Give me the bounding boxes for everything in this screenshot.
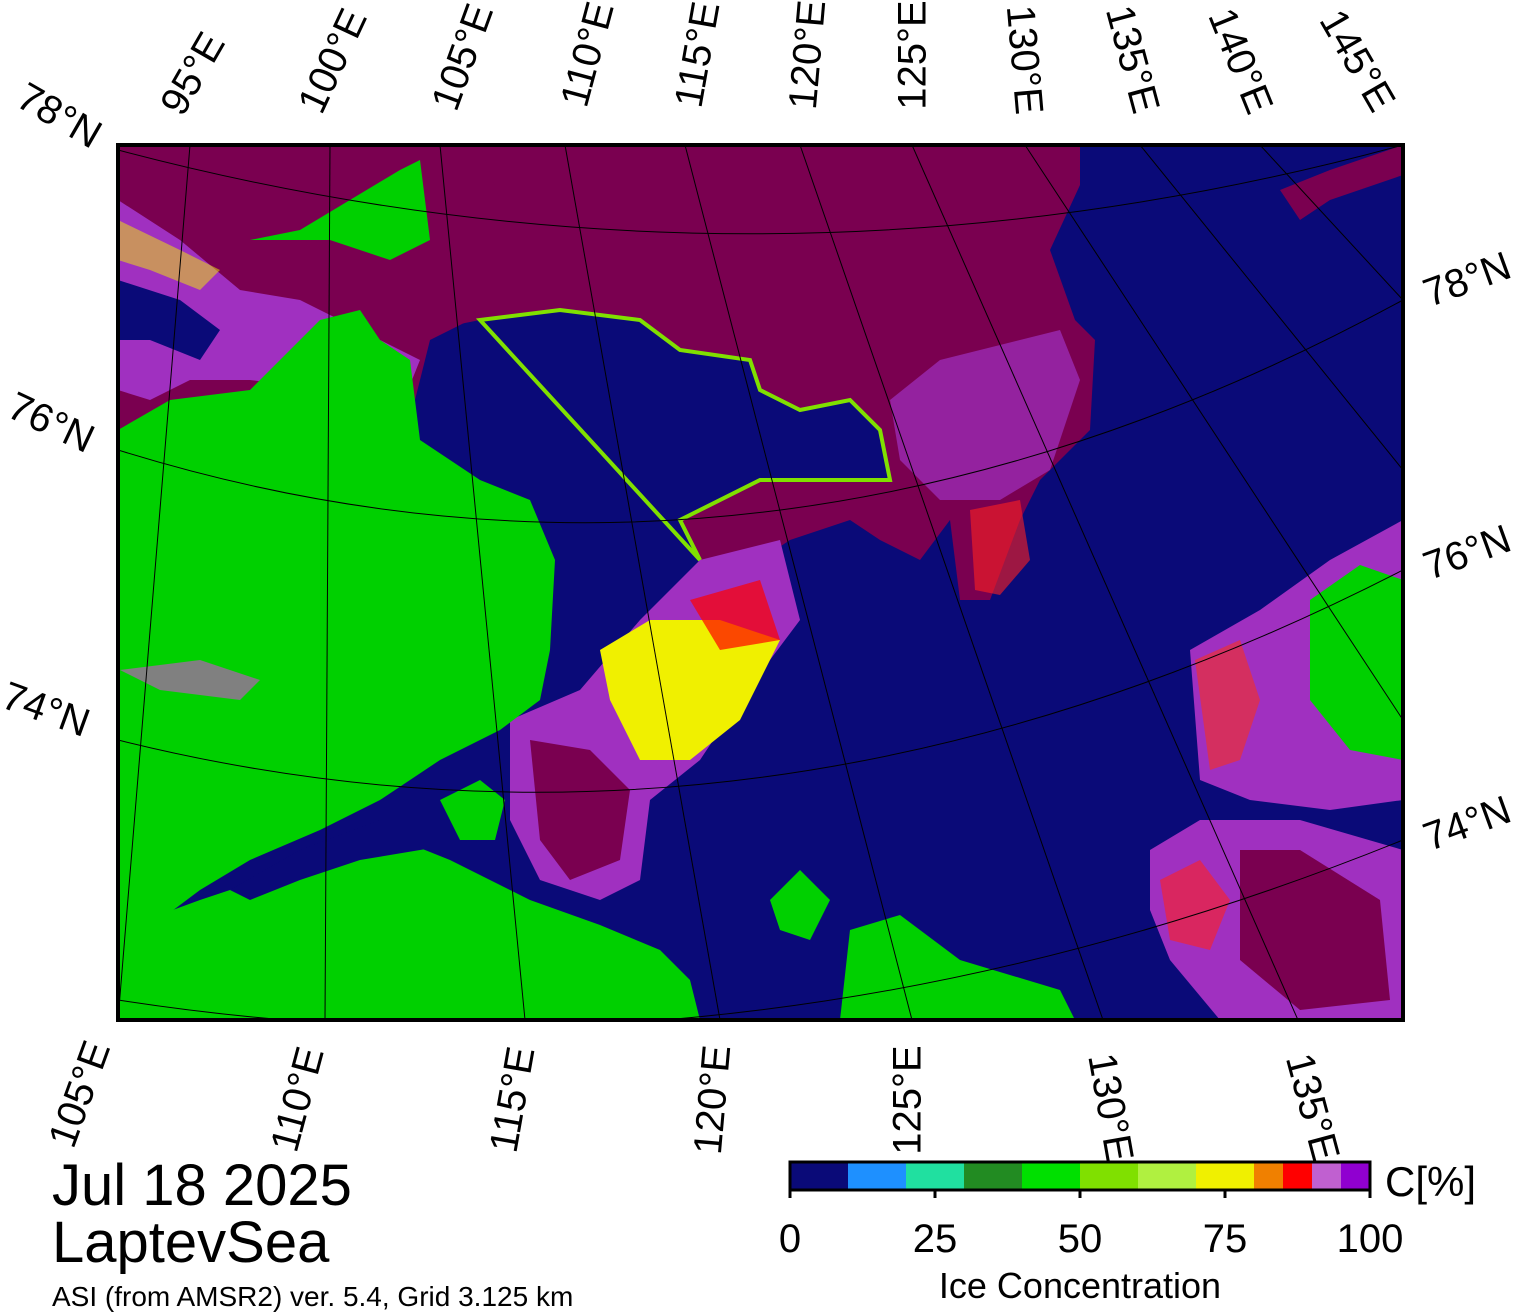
top-lon-label: 145°E <box>1311 2 1404 119</box>
colorbar-segment <box>1022 1162 1080 1190</box>
colorbar-segment <box>1283 1162 1312 1190</box>
top-lon-label: 120°E <box>781 0 834 111</box>
colorbar-segment <box>1138 1162 1196 1190</box>
top-lon-label: 135°E <box>1097 1 1168 118</box>
bottom-lon-label: 125°E <box>886 1045 930 1154</box>
source: ASI (from AMSR2) ver. 5.4, Grid 3.125 km <box>52 1281 573 1312</box>
bottom-lon-label: 120°E <box>686 1043 739 1156</box>
colorbar-segment <box>964 1162 1022 1190</box>
top-lon-label: 105°E <box>423 0 502 116</box>
colorbar-segment <box>1341 1162 1370 1190</box>
bottom-lon-label: 130°E <box>1079 1050 1141 1165</box>
left-lat-label: 78°N <box>10 74 109 157</box>
colorbar-tick-label: 0 <box>779 1217 801 1261</box>
bottom-lon-label: 105°E <box>40 1035 119 1153</box>
colorbar-segment <box>906 1162 964 1190</box>
colorbar-tick-label: 100 <box>1337 1217 1404 1261</box>
bottom-lon-label: 110°E <box>263 1042 333 1156</box>
top-lon-label: 115°E <box>667 0 729 111</box>
colorbar-unit: C[%] <box>1385 1158 1476 1205</box>
right-lat-label: 74°N <box>1418 788 1517 860</box>
region: LaptevSea <box>52 1210 330 1275</box>
colorbar-tick-label: 25 <box>913 1217 958 1261</box>
right-lat-label: 78°N <box>1418 244 1517 316</box>
bottom-lon-label: 115°E <box>482 1043 544 1155</box>
colorbar-segment <box>1196 1162 1254 1190</box>
colorbar-segment <box>1312 1162 1341 1190</box>
top-lon-label: 100°E <box>290 2 376 120</box>
colorbar-segment <box>848 1162 906 1190</box>
left-lat-label: 76°N <box>1 384 101 462</box>
colorbar-title: Ice Concentration <box>939 1265 1221 1306</box>
top-lon-label: 140°E <box>1199 2 1281 120</box>
colorbar-tick-label: 75 <box>1203 1217 1248 1261</box>
bottom-lon-label: 135°E <box>1277 1049 1348 1166</box>
left-lat-label: 74°N <box>0 674 95 746</box>
map <box>118 145 1403 1020</box>
right-lat-label: 76°N <box>1418 517 1517 589</box>
colorbar-segment <box>1254 1162 1283 1190</box>
date: Jul 18 2025 <box>52 1153 352 1218</box>
top-lon-label: 110°E <box>553 0 623 111</box>
colorbar-segment <box>1080 1162 1138 1190</box>
colorbar-tick-label: 50 <box>1058 1217 1103 1261</box>
top-lon-label: 125°E <box>891 0 935 109</box>
top-lon-label: 95°E <box>152 25 234 122</box>
colorbar-segment <box>790 1162 848 1190</box>
map-frame <box>116 143 1405 1022</box>
top-lon-label: 130°E <box>998 3 1051 116</box>
